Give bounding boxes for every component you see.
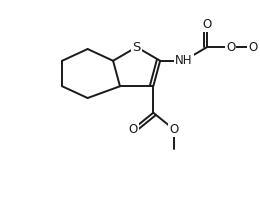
Text: O: O <box>128 123 137 136</box>
Text: O: O <box>248 41 258 54</box>
Text: O: O <box>169 123 178 136</box>
Text: S: S <box>132 41 141 54</box>
Text: NH: NH <box>175 54 192 67</box>
Text: O: O <box>226 41 235 54</box>
Text: O: O <box>203 18 212 31</box>
